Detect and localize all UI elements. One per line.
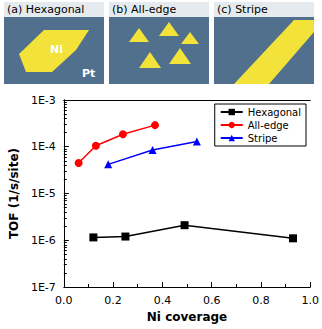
svg-text:Ni: Ni [50, 43, 63, 56]
svg-text:0.6: 0.6 [203, 294, 221, 307]
svg-text:TOF (1/s/site): TOF (1/s/site) [7, 148, 21, 239]
svg-text:0.4: 0.4 [154, 294, 172, 307]
svg-text:Pt: Pt [82, 67, 95, 80]
svg-text:(a) Hexagonal: (a) Hexagonal [7, 3, 84, 16]
svg-text:0.8: 0.8 [252, 294, 270, 307]
svg-text:1E-3: 1E-3 [31, 94, 56, 107]
svg-text:Ni coverage: Ni coverage [147, 310, 227, 324]
svg-text:1E-7: 1E-7 [31, 281, 56, 294]
svg-text:(c) Stripe: (c) Stripe [217, 3, 268, 16]
svg-text:0.0: 0.0 [55, 294, 72, 307]
svg-text:1E-6: 1E-6 [31, 234, 56, 247]
svg-text:Stripe: Stripe [248, 133, 278, 144]
svg-text:0.2: 0.2 [104, 294, 122, 307]
svg-text:All-edge: All-edge [248, 120, 289, 131]
svg-text:Hexagonal: Hexagonal [248, 107, 301, 118]
svg-text:1.0: 1.0 [302, 294, 320, 307]
svg-text:1E-5: 1E-5 [31, 187, 56, 200]
svg-text:1E-4: 1E-4 [31, 140, 56, 153]
svg-text:(b) All-edge: (b) All-edge [112, 3, 176, 16]
